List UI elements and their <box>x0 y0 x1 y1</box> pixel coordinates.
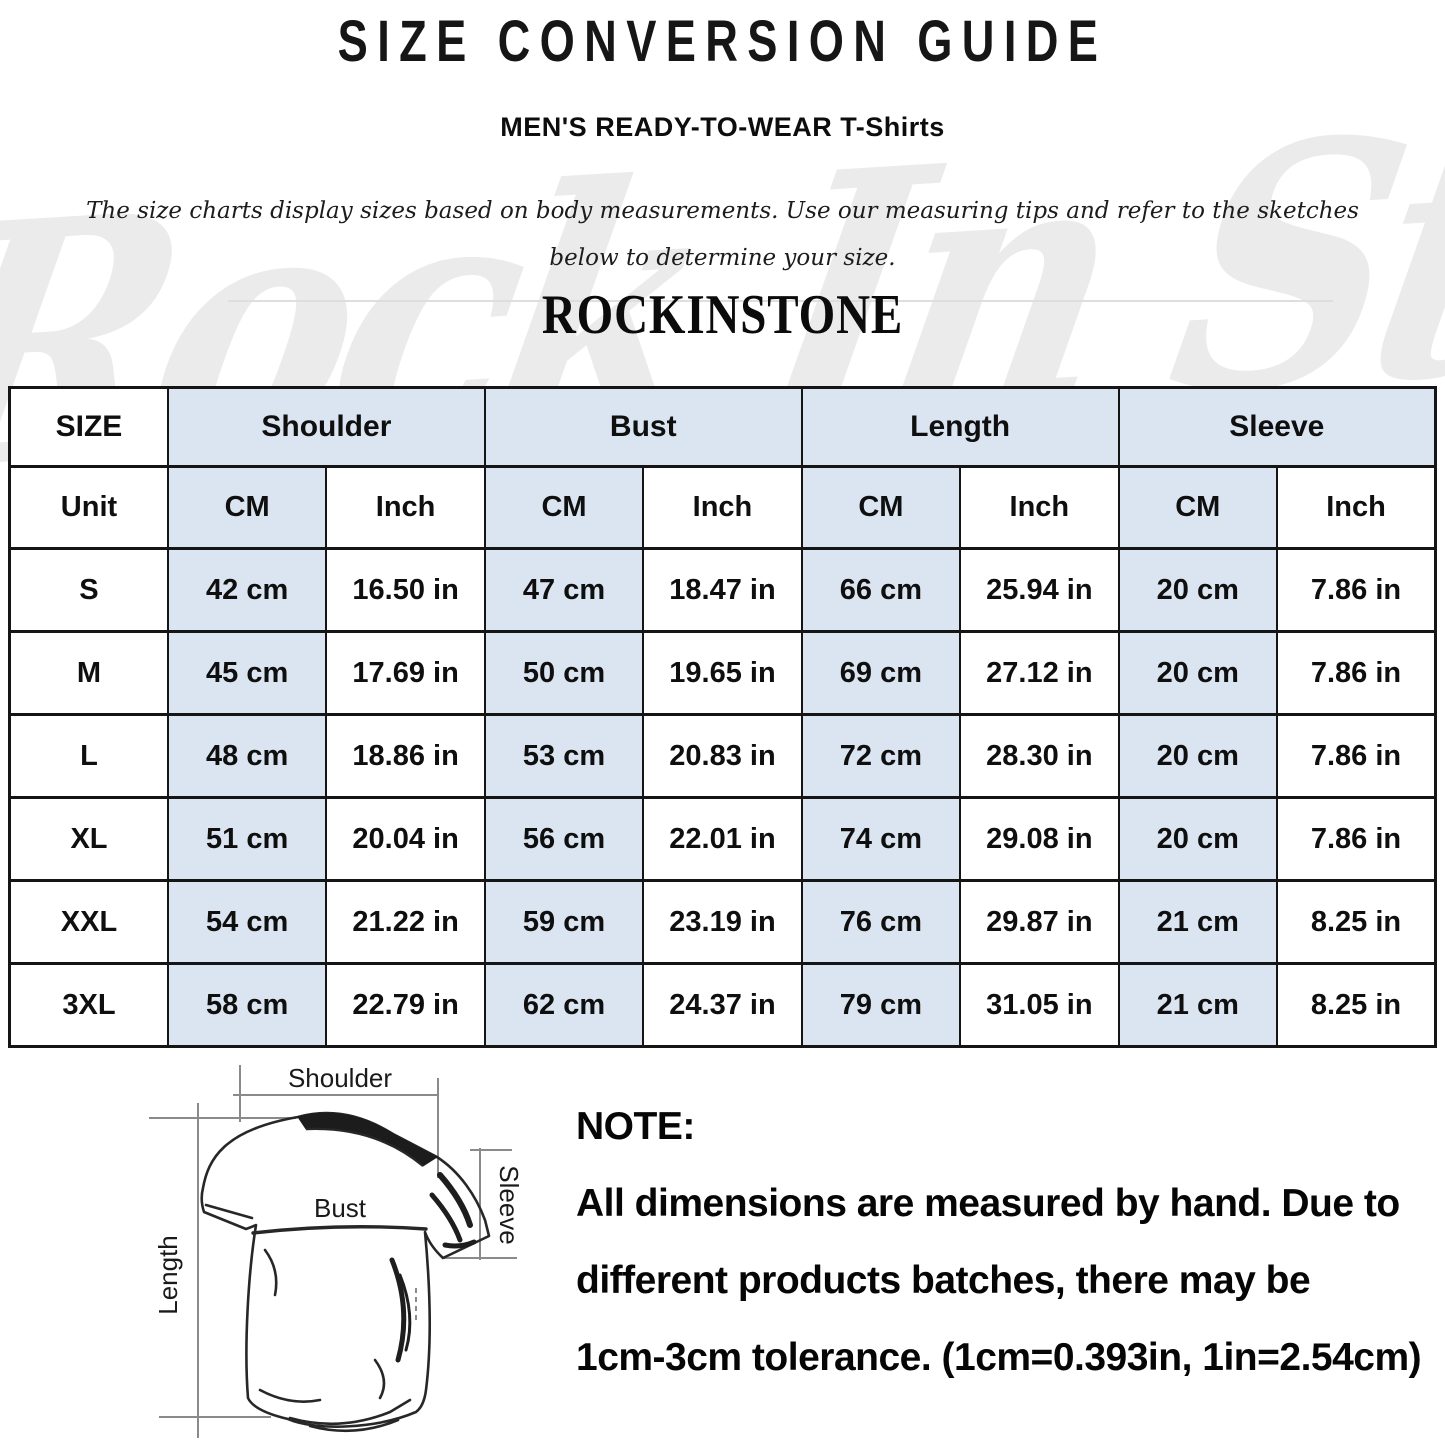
note-line-1: All dimensions are measured by hand. Due… <box>576 1182 1400 1225</box>
diagram-bust-label: Bust <box>314 1193 367 1223</box>
size-cell: XXL <box>8 879 169 965</box>
page-title: SIZE CONVERSION GUIDE <box>337 9 1108 74</box>
header-cell-size: SIZE <box>8 386 169 468</box>
value-cell: 42 cm <box>166 547 328 633</box>
unit-cell-cm: CM <box>800 465 962 550</box>
table-row-s: S 42 cm 16.50 in 47 cm 18.47 in 66 cm 25… <box>8 547 1437 633</box>
value-cell: 7.86 in <box>1276 796 1437 882</box>
value-cell: 7.86 in <box>1276 630 1437 716</box>
value-cell: 21 cm <box>1117 962 1279 1048</box>
table-group-header-row: SIZE Shoulder Bust Length Sleeve <box>8 386 1437 468</box>
tshirt-measurement-diagram: Shoulder Bust Length Sleeve <box>140 1060 580 1445</box>
note-line-3: 1cm-3cm tolerance. (1cm=0.393in, 1in=2.5… <box>576 1336 1422 1379</box>
value-cell: 20 cm <box>1117 630 1279 716</box>
table-unit-row: Unit CM Inch CM Inch CM Inch CM Inch <box>8 465 1437 550</box>
value-cell: 18.86 in <box>325 713 486 799</box>
value-cell: 27.12 in <box>959 630 1120 716</box>
value-cell: 74 cm <box>800 796 962 882</box>
value-cell: 20 cm <box>1117 547 1279 633</box>
value-cell: 24.37 in <box>642 962 803 1048</box>
description-line-2: below to determine your size. <box>549 245 896 271</box>
diagram-sleeve-label: Sleeve <box>494 1165 524 1245</box>
value-cell: 72 cm <box>800 713 962 799</box>
note-heading: NOTE: <box>576 1105 695 1148</box>
tshirt-collar <box>297 1112 438 1167</box>
value-cell: 19.65 in <box>642 630 803 716</box>
description-line-1: The size charts display sizes based on b… <box>86 198 1359 224</box>
size-cell: 3XL <box>8 962 169 1048</box>
header-cell-bust: Bust <box>483 386 803 468</box>
unit-cell-inch: Inch <box>325 465 486 550</box>
value-cell: 20.04 in <box>325 796 486 882</box>
value-cell: 7.86 in <box>1276 547 1437 633</box>
value-cell: 21.22 in <box>325 879 486 965</box>
value-cell: 29.08 in <box>959 796 1120 882</box>
value-cell: 16.50 in <box>325 547 486 633</box>
size-cell: L <box>8 713 169 799</box>
header-cell-length: Length <box>800 386 1120 468</box>
divider-line <box>228 300 1333 302</box>
value-cell: 76 cm <box>800 879 962 965</box>
value-cell: 48 cm <box>166 713 328 799</box>
tshirt-shading <box>389 1172 477 1363</box>
unit-cell-inch: Inch <box>642 465 803 550</box>
unit-cell-cm: CM <box>166 465 328 550</box>
value-cell: 20 cm <box>1117 713 1279 799</box>
value-cell: 69 cm <box>800 630 962 716</box>
value-cell: 45 cm <box>166 630 328 716</box>
value-cell: 21 cm <box>1117 879 1279 965</box>
size-conversion-table: SIZE Shoulder Bust Length Sleeve Unit CM… <box>8 386 1437 1048</box>
header-cell-shoulder: Shoulder <box>166 386 486 468</box>
table-row-m: M 45 cm 17.69 in 50 cm 19.65 in 69 cm 27… <box>8 630 1437 716</box>
page-subtitle: MEN'S READY-TO-WEAR T-Shirts <box>500 112 945 142</box>
note-block: NOTE: All dimensions are measured by han… <box>576 1088 1422 1396</box>
table-row-xxl: XXL 54 cm 21.22 in 59 cm 23.19 in 76 cm … <box>8 879 1437 965</box>
value-cell: 28.30 in <box>959 713 1120 799</box>
table-row-xl: XL 51 cm 20.04 in 56 cm 22.01 in 74 cm 2… <box>8 796 1437 882</box>
value-cell: 62 cm <box>483 962 645 1048</box>
value-cell: 20.83 in <box>642 713 803 799</box>
unit-label-cell: Unit <box>8 465 169 550</box>
value-cell: 66 cm <box>800 547 962 633</box>
value-cell: 17.69 in <box>325 630 486 716</box>
value-cell: 7.86 in <box>1276 713 1437 799</box>
size-cell: M <box>8 630 169 716</box>
value-cell: 20 cm <box>1117 796 1279 882</box>
size-cell: S <box>8 547 169 633</box>
table-row-3xl: 3XL 58 cm 22.79 in 62 cm 24.37 in 79 cm … <box>8 962 1437 1048</box>
value-cell: 51 cm <box>166 796 328 882</box>
unit-cell-inch: Inch <box>1276 465 1437 550</box>
value-cell: 79 cm <box>800 962 962 1048</box>
value-cell: 8.25 in <box>1276 962 1437 1048</box>
header-cell-sleeve: Sleeve <box>1117 386 1437 468</box>
size-cell: XL <box>8 796 169 882</box>
value-cell: 56 cm <box>483 796 645 882</box>
value-cell: 54 cm <box>166 879 328 965</box>
table-row-l: L 48 cm 18.86 in 53 cm 20.83 in 72 cm 28… <box>8 713 1437 799</box>
unit-cell-cm: CM <box>1117 465 1279 550</box>
unit-cell-inch: Inch <box>959 465 1120 550</box>
value-cell: 50 cm <box>483 630 645 716</box>
unit-cell-cm: CM <box>483 465 645 550</box>
diagram-length-label: Length <box>153 1235 183 1315</box>
diagram-shoulder-label: Shoulder <box>288 1063 392 1093</box>
brand-name: ROCKINSTONE <box>541 284 904 346</box>
value-cell: 29.87 in <box>959 879 1120 965</box>
value-cell: 18.47 in <box>642 547 803 633</box>
value-cell: 59 cm <box>483 879 645 965</box>
value-cell: 22.79 in <box>325 962 486 1048</box>
value-cell: 22.01 in <box>642 796 803 882</box>
note-line-2: different products batches, there may be <box>576 1259 1311 1302</box>
description-text: The size charts display sizes based on b… <box>0 188 1445 282</box>
value-cell: 23.19 in <box>642 879 803 965</box>
value-cell: 53 cm <box>483 713 645 799</box>
value-cell: 58 cm <box>166 962 328 1048</box>
tshirt-outline <box>200 1111 491 1433</box>
value-cell: 25.94 in <box>959 547 1120 633</box>
value-cell: 47 cm <box>483 547 645 633</box>
measurement-guides <box>149 1065 517 1438</box>
value-cell: 31.05 in <box>959 962 1120 1048</box>
value-cell: 8.25 in <box>1276 879 1437 965</box>
